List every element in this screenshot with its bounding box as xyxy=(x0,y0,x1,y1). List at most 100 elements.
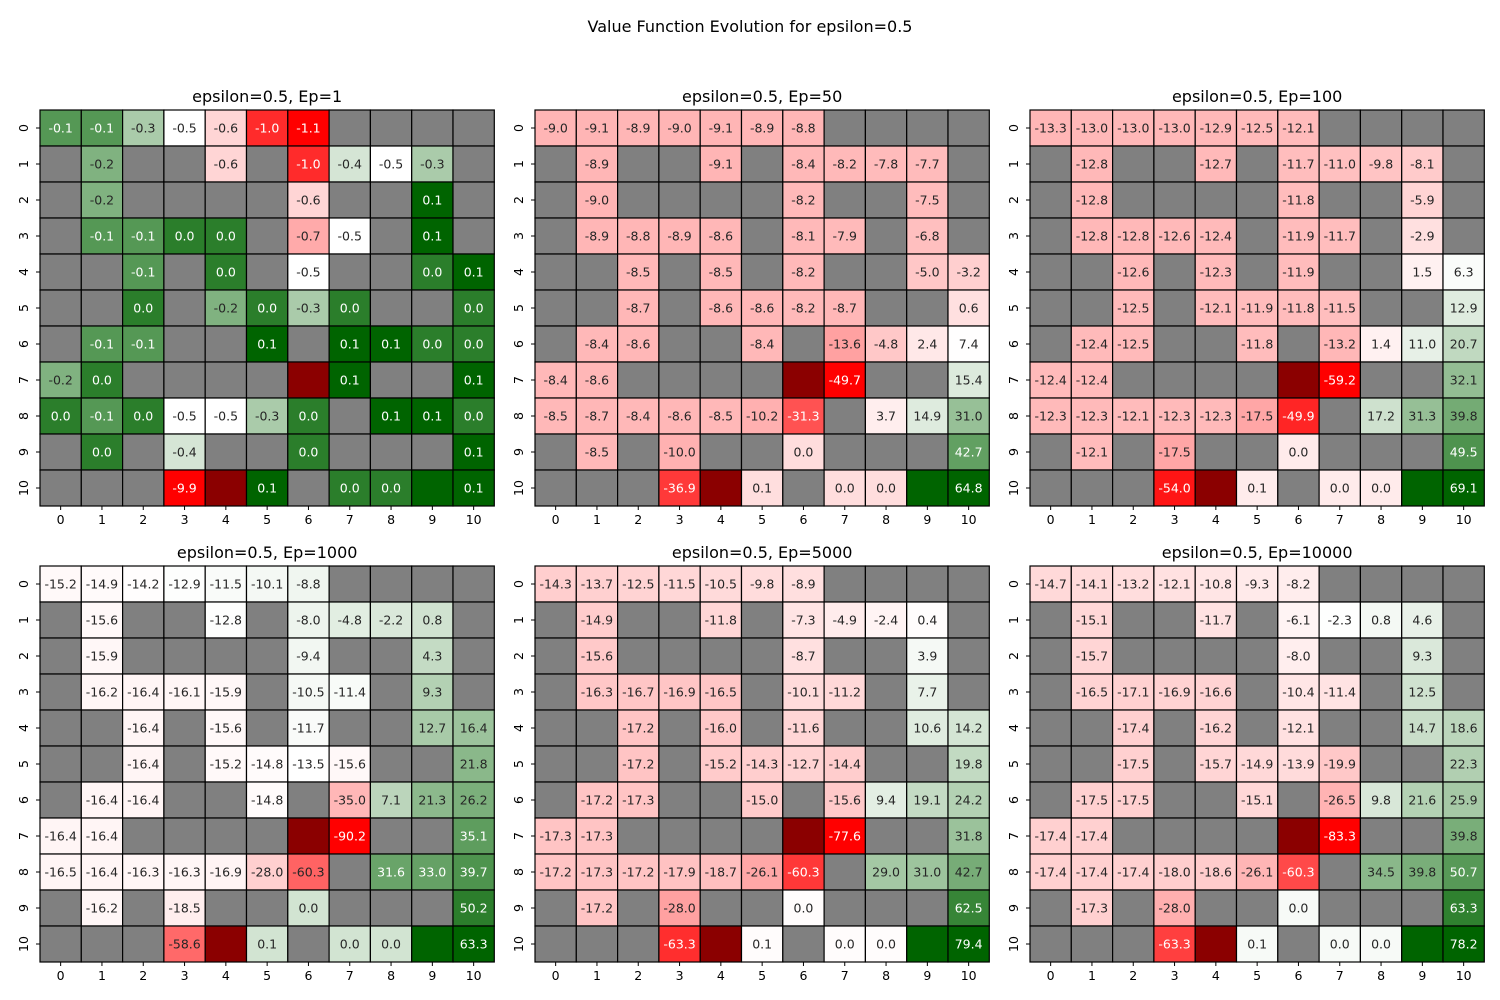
x-tick-label: 7 xyxy=(346,968,354,983)
cell-value-label: 1.4 xyxy=(1371,337,1391,352)
cell-value-label: -8.2 xyxy=(1286,577,1310,592)
y-tick-label: 7 xyxy=(511,832,526,840)
cell-value-label: -8.8 xyxy=(296,577,320,592)
heatmap-cell xyxy=(369,289,413,327)
x-tick-label: 0 xyxy=(1047,512,1055,527)
x-tick-label: 8 xyxy=(387,968,395,983)
figure-title: Value Function Evolution for epsilon=0.5 xyxy=(587,17,913,36)
cell-value-label: -15.6 xyxy=(86,613,118,628)
heatmap-cell xyxy=(906,109,949,147)
heatmap-cell xyxy=(80,289,124,327)
heatmap-cell xyxy=(1194,745,1238,783)
heatmap-cell xyxy=(1442,745,1485,783)
cell-value-label: -17.3 xyxy=(581,829,613,844)
y-tick-label: 4 xyxy=(511,268,526,276)
heatmap-cell xyxy=(947,217,990,255)
heatmap-cell xyxy=(163,745,206,783)
heatmap-cell xyxy=(658,565,701,603)
cell-value-label: -8.4 xyxy=(543,373,567,388)
heatmap-cell xyxy=(80,709,124,747)
cell-value-label: -8.7 xyxy=(626,301,650,316)
x-tick-label: 2 xyxy=(139,512,147,527)
x-tick-label: 7 xyxy=(841,968,849,983)
heatmap-cell xyxy=(1153,781,1196,819)
cell-value-label: 42.7 xyxy=(955,865,983,880)
heatmap-cell xyxy=(864,253,908,291)
y-tick-label: 8 xyxy=(1006,868,1021,876)
heatmap-cell xyxy=(699,145,743,183)
cell-value-label: -0.1 xyxy=(90,121,114,136)
heatmap-cell xyxy=(658,361,701,399)
cell-value-label: -13.5 xyxy=(292,757,324,772)
heatmap-panel-5: epsilon=0.5, Ep=10000 -14.7 -14.1 -13.2 -12.… xyxy=(1006,543,1485,983)
cell-value-label: 7.1 xyxy=(381,793,401,808)
heatmap-cell xyxy=(1070,709,1114,747)
heatmap-cell xyxy=(39,217,82,255)
heatmap-cell xyxy=(452,181,495,219)
cell-value-label: -8.1 xyxy=(1410,157,1434,172)
heatmap-cell xyxy=(740,469,784,507)
heatmap-cell xyxy=(740,253,784,291)
cell-value-label: -11.4 xyxy=(334,685,366,700)
heatmap-cell xyxy=(658,397,701,435)
cell-value-label: -18.7 xyxy=(705,865,737,880)
heatmap-cell xyxy=(947,181,990,219)
heatmap-cell xyxy=(39,925,82,963)
cell-value-label: -0.6 xyxy=(214,121,238,136)
cell-value-label: 0.0 xyxy=(92,373,112,388)
heatmap-cell xyxy=(864,109,908,147)
heatmap-cell xyxy=(411,565,454,603)
x-tick-label: 4 xyxy=(222,512,230,527)
heatmap-cell xyxy=(328,361,372,399)
cell-value-label: 0.0 xyxy=(299,445,319,460)
heatmap-cell xyxy=(575,925,619,963)
heatmap-cell xyxy=(287,889,330,927)
y-tick-label: 7 xyxy=(16,832,31,840)
cell-value-label: -16.7 xyxy=(622,685,654,700)
heatmap-cell xyxy=(947,397,990,435)
cell-value-label: -14.2 xyxy=(127,577,159,592)
cell-value-label: 49.5 xyxy=(1450,445,1478,460)
x-tick-label: 1 xyxy=(593,512,601,527)
cell-value-label: -0.2 xyxy=(214,301,238,316)
cell-value-label: 0.0 xyxy=(1371,937,1391,952)
heatmap-cell xyxy=(287,289,330,327)
heatmap-cell xyxy=(658,781,701,819)
heatmap-cell xyxy=(1029,709,1072,747)
heatmap-cell xyxy=(616,565,660,603)
heatmap-cell xyxy=(1153,565,1196,603)
y-tick-label: 2 xyxy=(16,196,31,204)
heatmap-cell xyxy=(699,361,743,399)
cell-value-label: -12.7 xyxy=(1200,157,1232,172)
heatmap-cell xyxy=(1111,433,1155,471)
heatmap-cell xyxy=(1318,781,1361,819)
cell-value-label: -11.4 xyxy=(1324,685,1356,700)
cell-value-label: -15.1 xyxy=(1241,793,1273,808)
heatmap-cell xyxy=(740,601,784,639)
cell-value-label: -9.8 xyxy=(750,577,774,592)
heatmap-cell xyxy=(1401,709,1444,747)
cell-value-label: 22.3 xyxy=(1450,757,1478,772)
heatmap-cell xyxy=(1401,181,1444,219)
cell-value-label: -10.2 xyxy=(746,409,778,424)
cell-value-label: 21.3 xyxy=(418,793,446,808)
x-tick-label: 1 xyxy=(98,968,106,983)
cell-value-label: -9.3 xyxy=(1245,577,1269,592)
heatmap-cell xyxy=(575,397,619,435)
y-tick-label: 10 xyxy=(16,936,31,952)
cell-value-label: -17.4 xyxy=(1076,865,1108,880)
x-tick-label: 10 xyxy=(961,512,977,527)
x-tick-label: 5 xyxy=(758,968,766,983)
cell-value-label: -17.5 xyxy=(1117,757,1149,772)
heatmap-cell xyxy=(616,433,660,471)
y-tick-label: 6 xyxy=(511,796,526,804)
heatmap-cell xyxy=(1401,889,1444,927)
cell-value-label: -15.6 xyxy=(210,721,242,736)
cell-value-label: -17.2 xyxy=(622,757,654,772)
y-tick-label: 4 xyxy=(1006,724,1021,732)
y-tick-label: 6 xyxy=(16,340,31,348)
cell-value-label: -63.3 xyxy=(1158,937,1190,952)
cell-value-label: -0.1 xyxy=(131,265,155,280)
cell-value-label: 14.7 xyxy=(1408,721,1436,736)
cell-value-label: 63.3 xyxy=(460,937,488,952)
